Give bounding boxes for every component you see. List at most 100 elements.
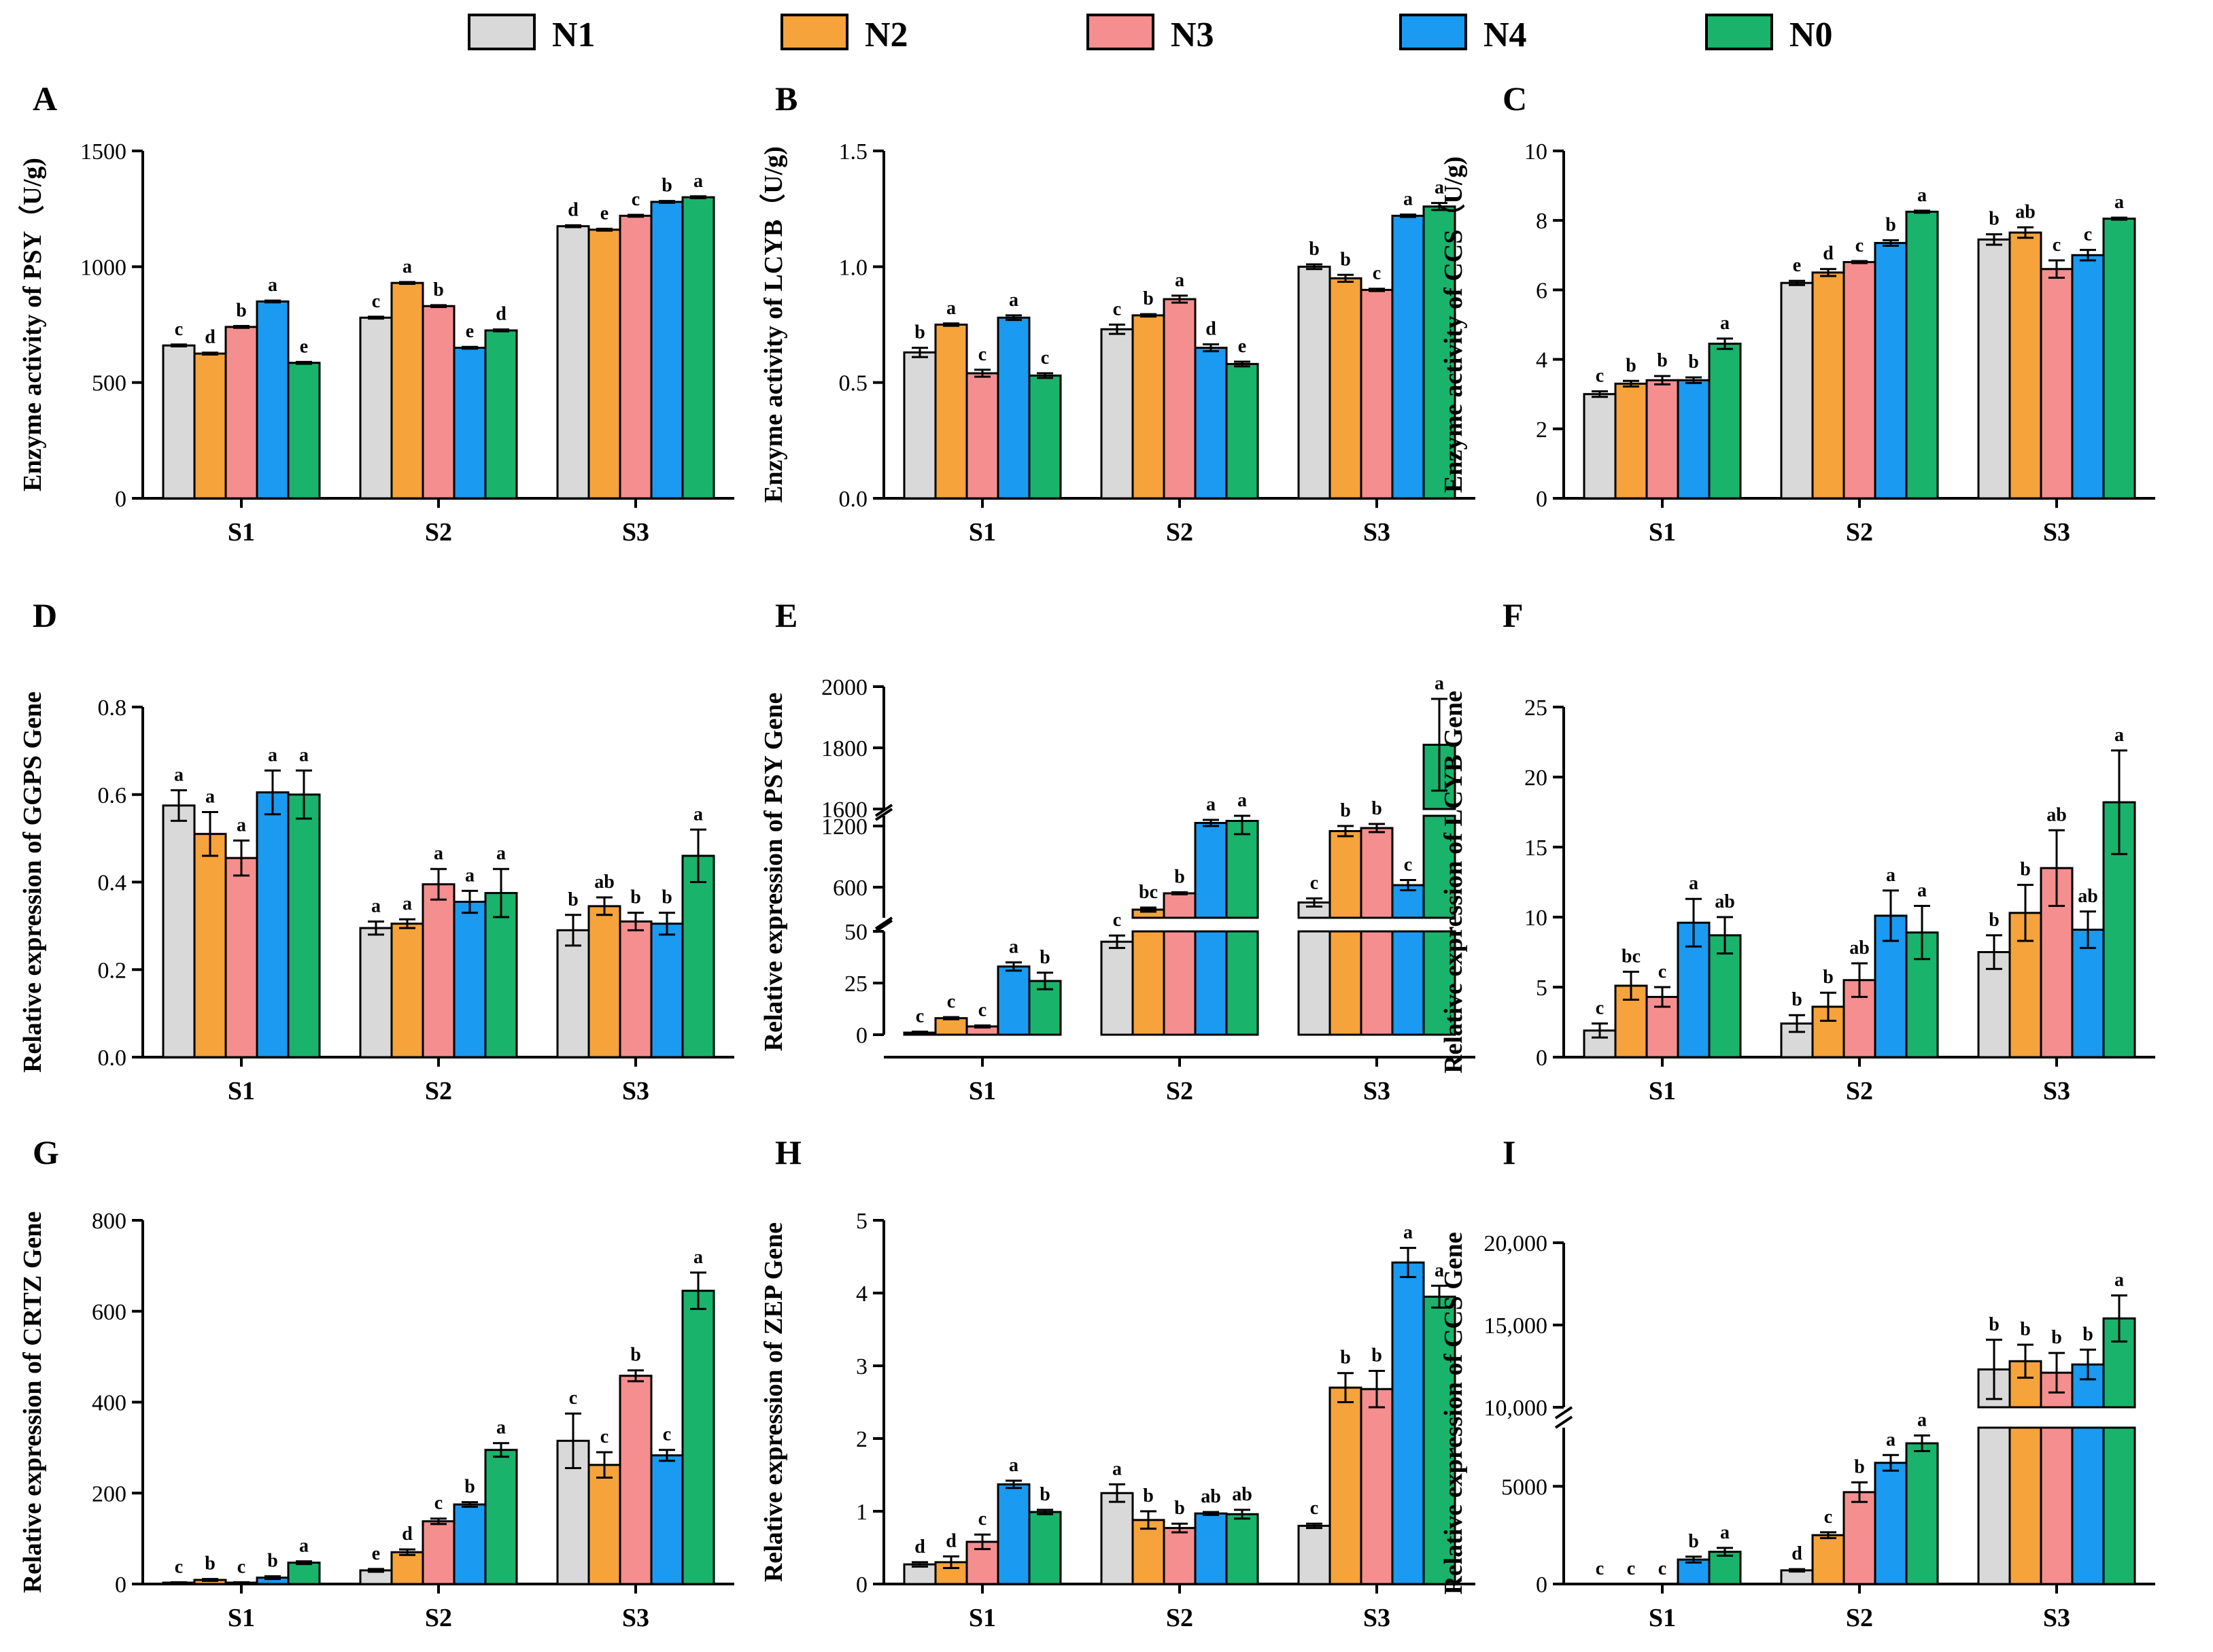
y-axis-label-e: Relative expression of PSY Gene <box>759 693 788 1052</box>
y-tick-label-g: 200 <box>92 1481 126 1507</box>
bar-c-s1-n3 <box>1645 379 1679 500</box>
x-tick-label-d-s1: S1 <box>228 1077 255 1105</box>
sig-label-f: ab <box>2078 886 2098 907</box>
bar-d-s1-n2 <box>193 833 227 1059</box>
y-tick-label-h: 3 <box>856 1354 868 1379</box>
axis-break-mark-i <box>1554 1406 1573 1419</box>
y-axis-label-c: Enzyme activity of CCS（U/g) <box>1439 156 1468 493</box>
bar-a-s1-n2 <box>193 352 227 500</box>
bar-d-s3-n4 <box>650 923 684 1059</box>
bar-g-s3-n3 <box>619 1375 653 1585</box>
bar-i-s2-n2 <box>1811 1534 1845 1585</box>
bar-d-s1-n3 <box>224 857 258 1059</box>
bar-i-s3-n1 <box>1977 1426 2011 1585</box>
panel-f: F Relative expression of LCYB Gene 0 5 10 15 2… <box>1439 596 2155 1105</box>
bar-a-s3-n0 <box>681 196 715 500</box>
legend-swatch-n3 <box>1086 14 1154 50</box>
bar-d-s3-n2 <box>587 905 621 1059</box>
panel-h: H Relative expression of ZEP Gene 0 1 2 3 4 5 S1… <box>759 1133 1475 1632</box>
x-tick-label-h-s3: S3 <box>1363 1604 1390 1632</box>
x-tick-label-g-s1: S1 <box>228 1604 255 1632</box>
x-tick-label-a-s3: S3 <box>622 518 649 547</box>
sig-label-i: b <box>2082 1324 2093 1345</box>
sig-label-i: b <box>2020 1319 2031 1340</box>
sig-label-h: c <box>1310 1498 1318 1519</box>
y-tick-label-c: 6 <box>1536 278 1547 303</box>
bar-a-s3-n3 <box>619 214 653 500</box>
sig-label-e: a <box>1435 673 1444 694</box>
bar-a-s1-n0 <box>287 362 321 500</box>
sig-label-a: e <box>466 321 474 342</box>
panel-b: B Enzyme activity of LCYB（U/g) 0.0 0.5 1.0 1.… <box>759 80 1475 547</box>
sig-label-c: d <box>1823 243 1834 264</box>
x-tick-label-c-s3: S3 <box>2043 518 2070 547</box>
sig-label-f: a <box>1689 873 1698 894</box>
bar-a-s1-n4 <box>256 300 290 500</box>
x-tick-label-f-s2: S2 <box>1846 1077 1873 1105</box>
bar-d-s2-n4 <box>453 900 487 1059</box>
bar-h-s3-n3 <box>1360 1388 1394 1585</box>
bar-c-s2-n3 <box>1842 261 1876 500</box>
sig-label-b: e <box>1238 336 1246 357</box>
bar-e-s2-n0 <box>1225 930 1259 1036</box>
bar-i-s2-n3 <box>1842 1491 1876 1585</box>
bar-a-s2-n0 <box>484 329 518 500</box>
x-tick-label-e-s2: S2 <box>1166 1077 1193 1105</box>
bar-i-s3-n4 <box>2071 1426 2105 1585</box>
x-tick-label-d-s2: S2 <box>425 1077 452 1105</box>
y-tick-label-a: 500 <box>92 371 126 396</box>
sig-label-i: b <box>2051 1327 2062 1348</box>
sig-label-a: e <box>300 336 308 357</box>
sig-label-g: a <box>693 1247 703 1268</box>
axis-break-mark-e <box>874 919 893 933</box>
bar-b-s2-n1 <box>1100 328 1134 500</box>
sig-label-f: ab <box>2046 804 2067 825</box>
bar-c-s3-n2 <box>2008 231 2042 500</box>
sig-label-h: b <box>1340 1347 1351 1369</box>
x-tick-label-c-s2: S2 <box>1846 518 1873 547</box>
panel-e: E Relative expression of PSY Gene 0 25 50 600… <box>759 596 1475 1105</box>
sig-label-a: d <box>205 327 216 348</box>
bar-c-s2-n4 <box>1874 241 1908 500</box>
legend-swatch-n0 <box>1705 14 1773 50</box>
y-tick-label-h: 1 <box>856 1500 868 1525</box>
bar-c-s2-n0 <box>1905 210 1939 500</box>
bar-d-s3-n0 <box>681 855 715 1059</box>
sig-label-b: a <box>1435 177 1444 199</box>
sig-label-d: a <box>299 744 309 765</box>
sig-label-d: a <box>434 843 443 864</box>
sig-label-f: a <box>1917 880 1927 901</box>
sig-label-a: d <box>496 304 507 325</box>
bar-a-s3-n1 <box>556 225 590 500</box>
bar-d-s2-n3 <box>422 883 456 1059</box>
y-tick-label-d: 0.2 <box>98 958 127 983</box>
panel-letter-b: B <box>775 80 797 118</box>
sig-label-b: b <box>1309 239 1320 260</box>
bar-g-s3-n2 <box>587 1464 621 1585</box>
sig-label-e: b <box>1174 867 1185 888</box>
sig-label-i: b <box>1854 1457 1865 1478</box>
y-tick-label-h: 5 <box>856 1209 868 1234</box>
sig-label-a: b <box>662 175 672 196</box>
panel-letter-d: D <box>33 596 57 634</box>
bar-e-s3-n3 <box>1360 827 1394 919</box>
bar-d-s3-n3 <box>619 920 653 1059</box>
bar-b-s3-n2 <box>1328 277 1362 500</box>
sig-label-d: a <box>402 893 412 914</box>
y-tick-label-e: 1600 <box>821 797 868 823</box>
sig-label-c: b <box>1885 214 1896 235</box>
bar-f-s3-n4 <box>2071 929 2105 1059</box>
sig-label-e: bc <box>1139 882 1158 903</box>
bar-e-s3-n4 <box>1391 930 1425 1036</box>
bar-d-s1-n1 <box>162 804 196 1059</box>
y-tick-label-h: 4 <box>856 1281 868 1307</box>
x-tick-label-f-s3: S3 <box>2043 1077 2070 1105</box>
bar-e-s3-n1 <box>1297 930 1331 1036</box>
bar-e-s3-n0 <box>1422 930 1456 1036</box>
bar-a-s1-n3 <box>224 326 258 500</box>
sig-label-g: c <box>600 1426 608 1447</box>
sig-label-h: b <box>1143 1485 1154 1507</box>
y-tick-label-b: 0.5 <box>839 371 868 396</box>
panel-letter-a: A <box>33 80 57 118</box>
